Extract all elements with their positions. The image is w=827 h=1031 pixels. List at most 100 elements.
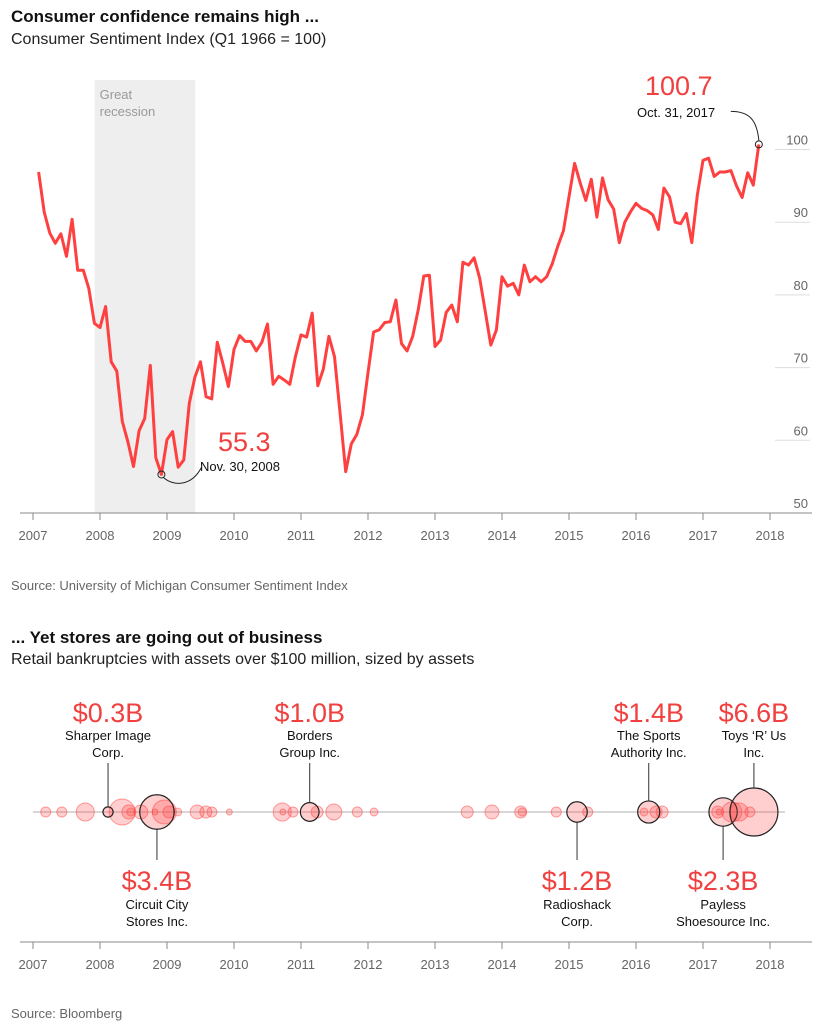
company-name-line1: Payless xyxy=(700,897,746,912)
bankruptcy-bubble xyxy=(744,806,756,818)
bankruptcy-bubble xyxy=(225,808,233,816)
bankruptcy-bubble xyxy=(369,807,379,817)
company-name-line1: Toys ‘R’ Us xyxy=(722,728,787,743)
company-name-line1: The Sports xyxy=(617,728,681,743)
low-point-marker xyxy=(157,470,166,479)
company-name-line2: Corp. xyxy=(561,914,593,929)
company-name-line2: Inc. xyxy=(743,745,764,760)
highlighted-bankruptcy-bubble xyxy=(139,794,175,830)
high-annotation-connector xyxy=(730,110,760,141)
chart2-title: ... Yet stores are going out of business xyxy=(11,628,322,647)
x-tick-label: 2007 xyxy=(19,528,48,543)
bankruptcy-bubble xyxy=(639,807,649,817)
x-tick-label: 2018 xyxy=(756,528,785,543)
bankruptcy-bubble xyxy=(279,808,287,816)
bankruptcy-bubble xyxy=(206,806,218,818)
x-tick-label: 2007 xyxy=(19,957,48,972)
x-tick-label: 2017 xyxy=(689,957,718,972)
y-tick-label: 50 xyxy=(794,496,808,511)
highlighted-bankruptcy-bubble xyxy=(637,800,661,824)
bankruptcy-bubble xyxy=(484,804,500,820)
bankruptcy-bubble xyxy=(514,805,528,819)
company-name-line2: Shoesource Inc. xyxy=(676,914,770,929)
bankruptcy-bubble xyxy=(287,806,299,818)
x-tick-label: 2008 xyxy=(86,957,115,972)
company-name-line1: Sharper Image xyxy=(65,728,151,743)
x-tick-label: 2016 xyxy=(622,957,651,972)
x-tick-label: 2018 xyxy=(756,957,785,972)
bankruptcy-bubble xyxy=(56,806,68,818)
high-point-marker xyxy=(754,140,763,149)
x-tick-label: 2012 xyxy=(354,528,383,543)
highlighted-bankruptcy-bubble xyxy=(299,802,320,822)
chart1-subtitle: Consumer Sentiment Index (Q1 1966 = 100) xyxy=(11,31,326,48)
low-date-label: Nov. 30, 2008 xyxy=(200,459,280,474)
company-name-line2: Stores Inc. xyxy=(126,914,188,929)
company-name-line2: Authority Inc. xyxy=(611,745,687,760)
x-tick-label: 2011 xyxy=(287,957,315,972)
x-tick-label: 2009 xyxy=(153,957,182,972)
company-name-line2: Group Inc. xyxy=(279,745,340,760)
sentiment-series-line xyxy=(37,144,761,476)
x-tick-label: 2011 xyxy=(287,528,315,543)
great-recession-band xyxy=(94,80,196,513)
x-tick-label: 2013 xyxy=(421,528,450,543)
y-tick-label: 90 xyxy=(794,205,808,220)
chart1-title: Consumer confidence remains high ... xyxy=(11,7,319,26)
company-asset-label: $3.4B xyxy=(122,866,193,896)
y-tick-label: 80 xyxy=(794,278,808,293)
x-tick-label: 2014 xyxy=(488,528,517,543)
highlighted-bankruptcy-bubble xyxy=(729,787,779,837)
y-tick-label: 70 xyxy=(794,351,808,366)
company-name-line2: Corp. xyxy=(92,745,124,760)
y-tick-label: 100 xyxy=(786,133,808,148)
x-tick-label: 2015 xyxy=(555,528,584,543)
sentiment-line-chart: Great recession 50 60 70 80 90 100 2007 2008 20… xyxy=(19,71,812,543)
bankruptcy-bubble xyxy=(199,805,213,819)
x-tick-label: 2010 xyxy=(220,957,249,972)
x-tick-label: 2012 xyxy=(354,957,383,972)
chart1-source: Source: University of Michigan Consumer … xyxy=(11,578,348,593)
highlighted-bankruptcy-bubble xyxy=(566,801,588,823)
high-date-label: Oct. 31, 2017 xyxy=(637,105,715,120)
company-asset-label: $1.4B xyxy=(613,698,684,728)
bankruptcy-bubble xyxy=(351,806,363,818)
company-asset-label: $1.2B xyxy=(542,866,613,896)
company-asset-label: $0.3B xyxy=(73,698,144,728)
bankruptcy-bubble xyxy=(162,805,176,819)
bankruptcy-bubble xyxy=(325,803,343,821)
x-tick-label: 2017 xyxy=(689,528,718,543)
bankruptcy-bubble xyxy=(517,807,527,817)
bankruptcy-bubble xyxy=(75,802,95,822)
x-tick-label: 2013 xyxy=(421,957,450,972)
company-asset-label: $1.0B xyxy=(274,698,345,728)
recession-label-line2: recession xyxy=(100,104,156,119)
x-tick-label: 2008 xyxy=(86,528,115,543)
company-asset-label: $2.3B xyxy=(688,866,759,896)
company-asset-label: $6.6B xyxy=(719,698,790,728)
high-value-label: 100.7 xyxy=(645,71,713,101)
recession-label-line1: Great xyxy=(100,87,133,102)
x-tick-label: 2016 xyxy=(622,528,651,543)
x-tick-label: 2010 xyxy=(220,528,249,543)
bankruptcy-bubble xyxy=(126,807,136,817)
company-name-line1: Circuit City xyxy=(126,897,189,912)
company-name-line1: Radioshack xyxy=(543,897,611,912)
highlighted-bankruptcy-bubble xyxy=(102,806,114,818)
x-tick-label: 2014 xyxy=(488,957,517,972)
bankruptcy-bubble xyxy=(40,806,52,818)
chart2-subtitle: Retail bankruptcies with assets over $10… xyxy=(11,651,474,668)
chart2-source: Source: Bloomberg xyxy=(11,1006,122,1021)
bankruptcy-bubble xyxy=(173,807,183,817)
bankruptcy-bubble xyxy=(460,805,474,819)
y-tick-label: 60 xyxy=(794,423,808,438)
x-tick-label: 2009 xyxy=(153,528,182,543)
x-tick-label: 2015 xyxy=(555,957,584,972)
bankruptcy-bubble xyxy=(272,802,292,822)
bankruptcy-bubble xyxy=(550,806,562,818)
low-annotation-connector xyxy=(163,467,202,484)
low-value-label: 55.3 xyxy=(218,427,271,457)
company-name-line1: Borders xyxy=(287,728,333,743)
